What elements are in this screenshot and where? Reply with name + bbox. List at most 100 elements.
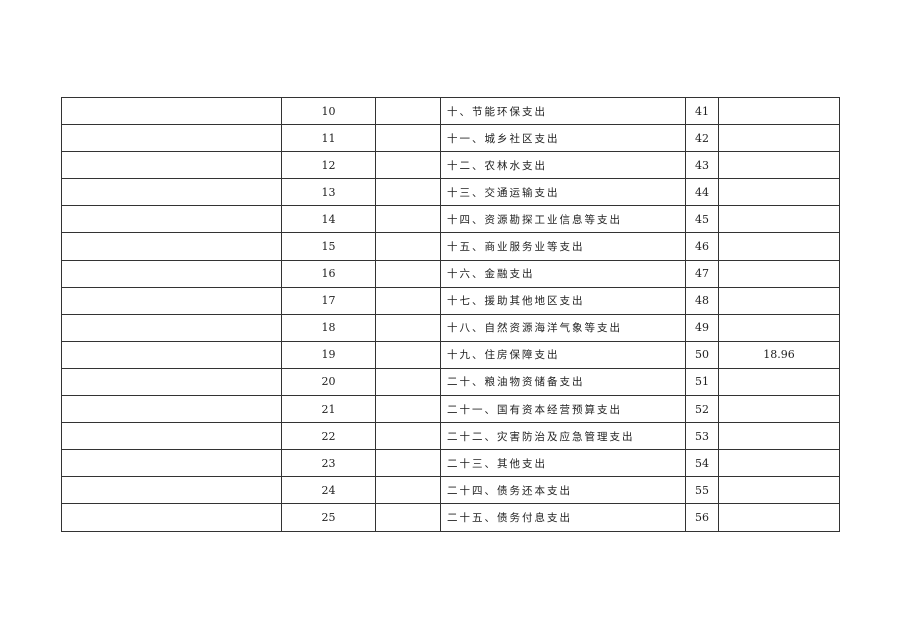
income-amount-cell (375, 422, 441, 451)
expenditure-amount (718, 259, 840, 288)
income-item-cell (61, 124, 282, 153)
expenditure-item-name: 十一、城乡社区支出 (440, 124, 686, 153)
income-item-cell (61, 151, 282, 180)
income-amount-cell (375, 124, 441, 153)
income-amount-cell (375, 151, 441, 180)
table-row: 25 二十五、债务付息支出 56 (61, 503, 840, 532)
income-amount-cell (375, 96, 441, 126)
table-row: 14 十四、资源勘探工业信息等支出 45 (61, 205, 840, 234)
expenditure-item-name: 十九、住房保障支出 (440, 340, 686, 369)
income-item-cell (61, 286, 282, 315)
expenditure-amount (718, 503, 840, 532)
expenditure-line-number: 45 (685, 205, 719, 234)
income-item-cell (61, 340, 282, 369)
income-amount-cell (375, 503, 441, 532)
income-amount-cell (375, 340, 441, 369)
expenditure-item-name: 二十四、债务还本支出 (440, 476, 686, 505)
expenditure-line-number: 55 (685, 476, 719, 505)
expenditure-line-number: 49 (685, 313, 719, 342)
table-row: 11 十一、城乡社区支出 42 (61, 124, 840, 153)
income-line-number: 16 (281, 259, 376, 288)
income-line-number: 25 (281, 503, 376, 532)
income-amount-cell (375, 449, 441, 478)
expenditure-item-name: 十五、商业服务业等支出 (440, 232, 686, 261)
income-line-number: 10 (281, 96, 376, 126)
income-amount-cell (375, 313, 441, 342)
income-item-cell (61, 259, 282, 288)
expenditure-item-name: 二十五、债务付息支出 (440, 503, 686, 532)
expenditure-amount (718, 449, 840, 478)
table-row: 12 十二、农林水支出 43 (61, 151, 840, 180)
table-row: 24 二十四、债务还本支出 55 (61, 476, 840, 505)
expenditure-item-name: 二十二、灾害防治及应急管理支出 (440, 422, 686, 451)
expenditure-line-number: 54 (685, 449, 719, 478)
expenditure-item-name: 二十三、其他支出 (440, 449, 686, 478)
income-item-cell (61, 232, 282, 261)
income-item-cell (61, 313, 282, 342)
expenditure-amount (718, 151, 840, 180)
income-item-cell (61, 503, 282, 532)
expenditure-line-number: 56 (685, 503, 719, 532)
table-row: 20 二十、粮油物资储备支出 51 (61, 367, 840, 397)
income-line-number: 21 (281, 395, 376, 424)
expenditure-item-name: 十、节能环保支出 (440, 96, 686, 126)
expenditure-item-name: 十七、援助其他地区支出 (440, 286, 686, 315)
income-line-number: 18 (281, 313, 376, 342)
income-item-cell (61, 205, 282, 234)
income-line-number: 12 (281, 151, 376, 180)
expenditure-line-number: 46 (685, 232, 719, 261)
income-line-number: 15 (281, 232, 376, 261)
expenditure-line-number: 52 (685, 395, 719, 424)
expenditure-amount (718, 205, 840, 234)
income-amount-cell (375, 286, 441, 315)
income-line-number: 11 (281, 124, 376, 153)
expenditure-amount (718, 124, 840, 153)
income-line-number: 24 (281, 476, 376, 505)
expenditure-amount (718, 395, 840, 424)
income-amount-cell (375, 367, 441, 397)
expenditure-item-name: 十八、自然资源海洋气象等支出 (440, 313, 686, 342)
income-item-cell (61, 476, 282, 505)
expenditure-amount (718, 313, 840, 342)
income-line-number: 14 (281, 205, 376, 234)
income-item-cell (61, 367, 282, 397)
expenditure-item-name: 二十、粮油物资储备支出 (440, 367, 686, 397)
table-row: 10 十、节能环保支出 41 (61, 96, 840, 126)
expenditure-line-number: 41 (685, 96, 719, 126)
income-item-cell (61, 96, 282, 126)
expenditure-line-number: 47 (685, 259, 719, 288)
income-amount-cell (375, 232, 441, 261)
table-row: 18 十八、自然资源海洋气象等支出 49 (61, 313, 840, 342)
expenditure-item-name: 二十一、国有资本经营预算支出 (440, 395, 686, 424)
expenditure-line-number: 48 (685, 286, 719, 315)
expenditure-item-name: 十六、金融支出 (440, 259, 686, 288)
income-item-cell (61, 395, 282, 424)
table-row: 23 二十三、其他支出 54 (61, 449, 840, 478)
table-row: 21 二十一、国有资本经营预算支出 52 (61, 395, 840, 424)
income-amount-cell (375, 476, 441, 505)
expenditure-amount (718, 286, 840, 315)
income-line-number: 19 (281, 340, 376, 369)
budget-table: 10 十、节能环保支出 41 11 十一、城乡社区支出 42 12 十二、农林水支出 43 13 十… (61, 96, 840, 532)
expenditure-amount (718, 476, 840, 505)
expenditure-line-number: 51 (685, 367, 719, 397)
table-row: 17 十七、援助其他地区支出 48 (61, 286, 840, 315)
expenditure-line-number: 42 (685, 124, 719, 153)
income-amount-cell (375, 395, 441, 424)
expenditure-item-name: 十二、农林水支出 (440, 151, 686, 180)
income-item-cell (61, 449, 282, 478)
income-amount-cell (375, 178, 441, 207)
expenditure-line-number: 43 (685, 151, 719, 180)
income-amount-cell (375, 259, 441, 288)
expenditure-item-name: 十四、资源勘探工业信息等支出 (440, 205, 686, 234)
income-line-number: 23 (281, 449, 376, 478)
table-row: 16 十六、金融支出 47 (61, 259, 840, 288)
expenditure-line-number: 44 (685, 178, 719, 207)
expenditure-line-number: 53 (685, 422, 719, 451)
income-item-cell (61, 178, 282, 207)
table-row: 22 二十二、灾害防治及应急管理支出 53 (61, 422, 840, 451)
income-line-number: 13 (281, 178, 376, 207)
income-item-cell (61, 422, 282, 451)
expenditure-item-name: 十三、交通运输支出 (440, 178, 686, 207)
income-line-number: 20 (281, 367, 376, 397)
